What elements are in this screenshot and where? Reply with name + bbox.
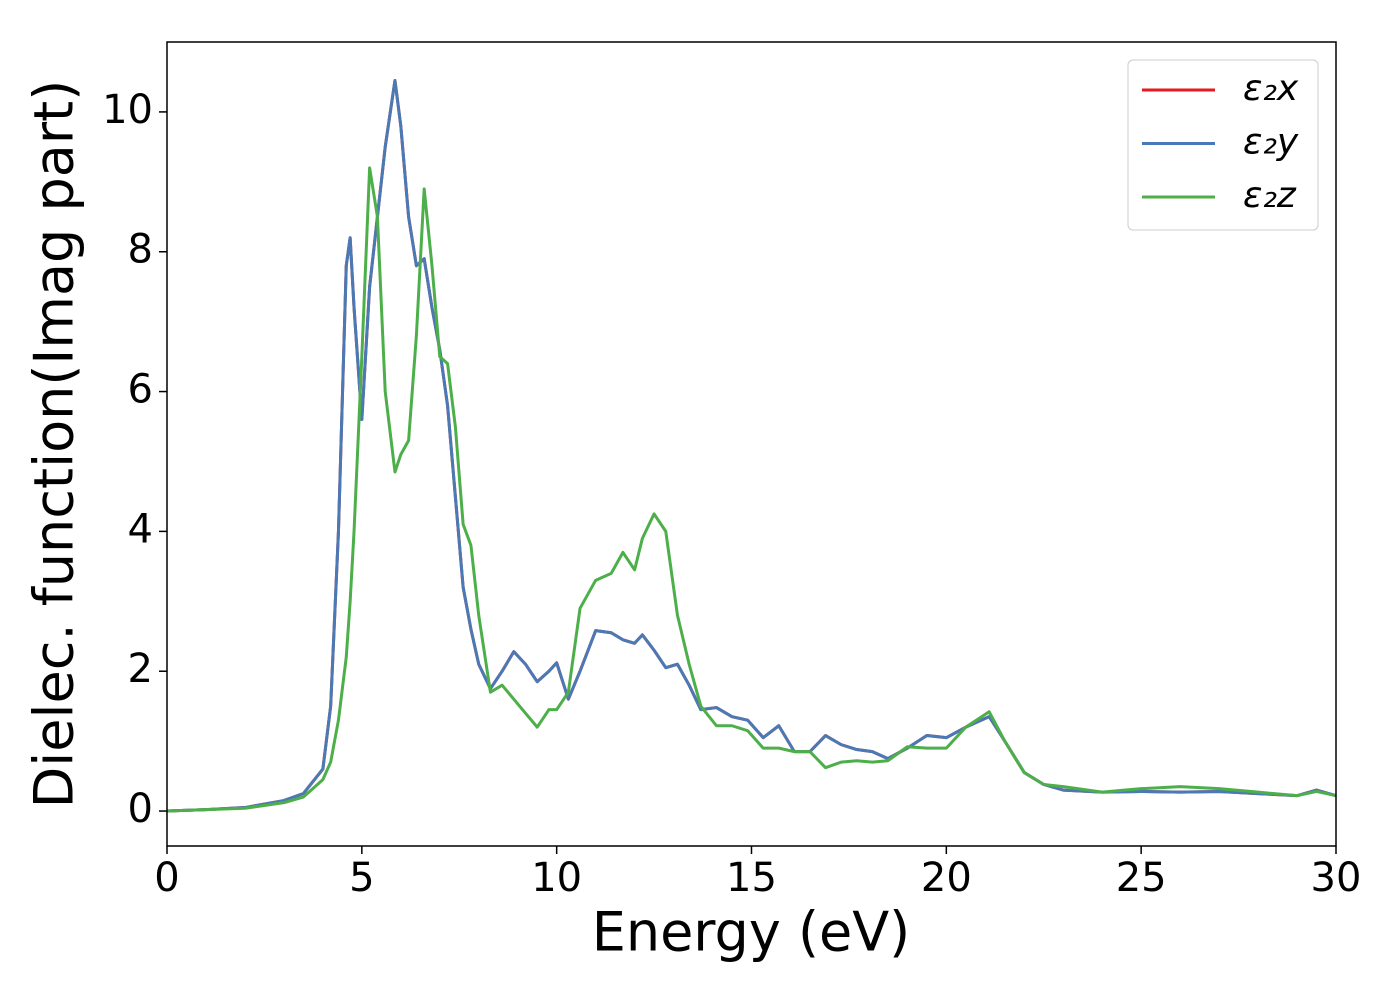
y-tick-label: 2	[128, 646, 153, 692]
series-line	[166, 166, 1337, 813]
series-line	[166, 78, 1337, 813]
y-tick-label: 0	[128, 786, 153, 832]
x-tick-label: 20	[921, 855, 972, 901]
legend-label: ε₂z	[1243, 175, 1297, 216]
legend-box	[1127, 59, 1319, 231]
x-axis-label: Energy (eV)	[592, 901, 911, 964]
x-tick-label: 30	[1311, 855, 1362, 901]
y-axis-label: Dielec. function(Imag part)	[23, 80, 86, 809]
legend-label: ε₂x	[1243, 68, 1299, 109]
x-tick-label: 15	[726, 855, 777, 901]
y-tick-label: 10	[102, 87, 153, 133]
plot-frame	[166, 41, 1337, 847]
legend-label: ε₂y	[1243, 122, 1299, 163]
x-tick-label: 0	[154, 855, 179, 901]
x-tick-label: 5	[349, 855, 374, 901]
y-tick-label: 8	[128, 227, 153, 273]
x-tick-label: 25	[1116, 855, 1167, 901]
y-tick-label: 6	[128, 367, 153, 413]
y-tick-label: 4	[128, 506, 153, 552]
x-tick-label: 10	[531, 855, 582, 901]
